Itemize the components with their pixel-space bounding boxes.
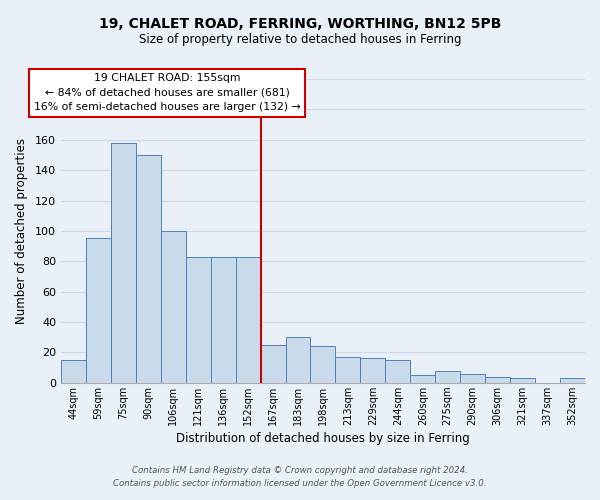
Bar: [560, 378, 585, 383]
Bar: [161, 231, 186, 383]
Text: 19, CHALET ROAD, FERRING, WORTHING, BN12 5PB: 19, CHALET ROAD, FERRING, WORTHING, BN12…: [99, 18, 501, 32]
Bar: [260, 345, 286, 383]
Bar: [510, 378, 535, 383]
Bar: [111, 143, 136, 383]
Bar: [186, 256, 211, 383]
Bar: [485, 376, 510, 383]
Text: 19 CHALET ROAD: 155sqm
← 84% of detached houses are smaller (681)
16% of semi-de: 19 CHALET ROAD: 155sqm ← 84% of detached…: [34, 73, 301, 112]
Bar: [361, 358, 385, 383]
Bar: [86, 238, 111, 383]
Text: Contains HM Land Registry data © Crown copyright and database right 2024.
Contai: Contains HM Land Registry data © Crown c…: [113, 466, 487, 487]
Bar: [236, 256, 260, 383]
Bar: [385, 360, 410, 383]
Bar: [310, 346, 335, 383]
Bar: [136, 155, 161, 383]
Y-axis label: Number of detached properties: Number of detached properties: [15, 138, 28, 324]
Bar: [61, 360, 86, 383]
Bar: [286, 337, 310, 383]
Text: Size of property relative to detached houses in Ferring: Size of property relative to detached ho…: [139, 32, 461, 46]
Bar: [410, 375, 435, 383]
Bar: [335, 357, 361, 383]
Bar: [435, 370, 460, 383]
Bar: [211, 256, 236, 383]
X-axis label: Distribution of detached houses by size in Ferring: Distribution of detached houses by size …: [176, 432, 470, 445]
Bar: [460, 374, 485, 383]
